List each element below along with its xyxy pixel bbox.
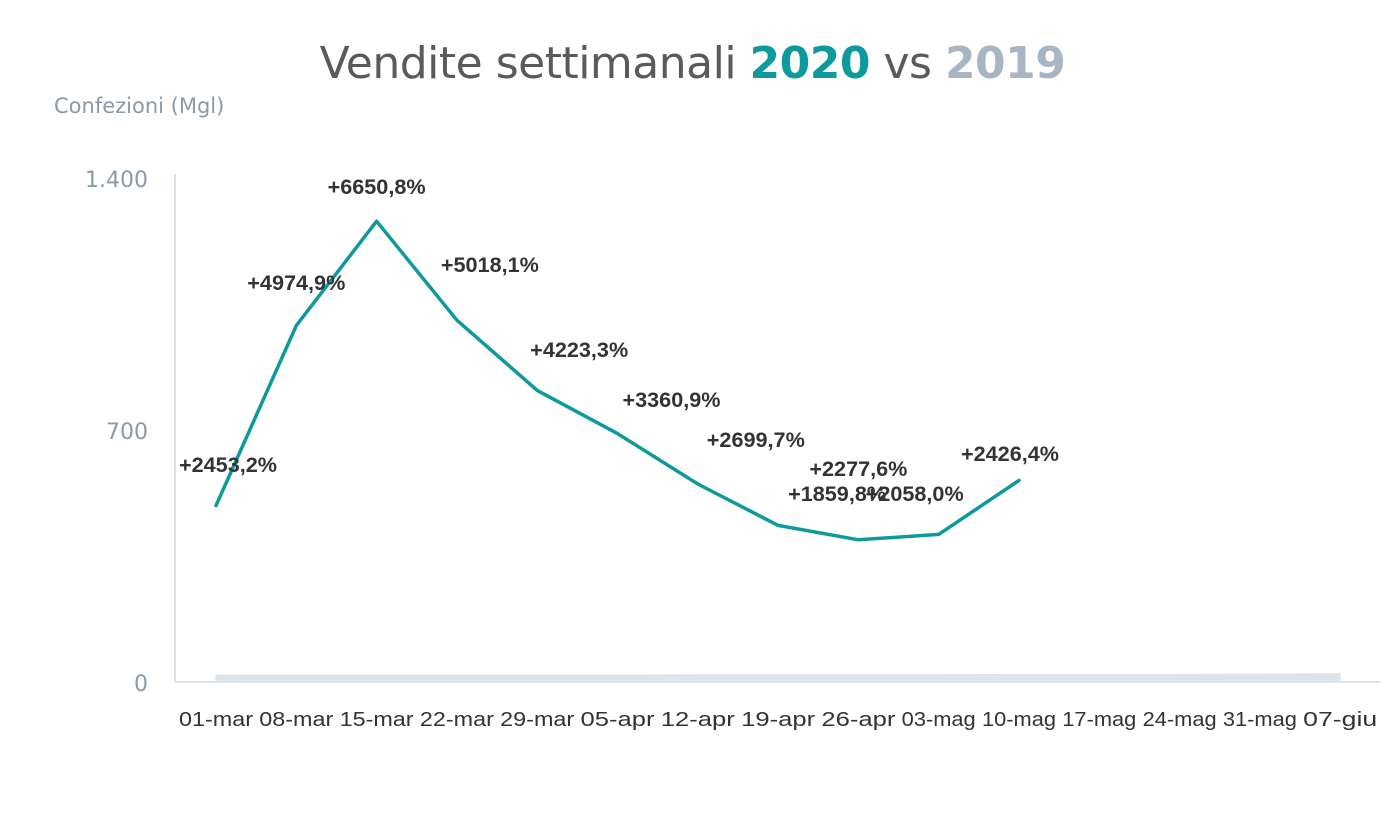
data-label: +6650,8%	[328, 176, 426, 199]
x-tick-label: 26-apr	[821, 709, 895, 731]
x-tick-label: 19-apr	[741, 709, 815, 731]
x-tick-label: 01-mar	[179, 709, 253, 731]
x-tick-label: 22-mar	[420, 709, 494, 731]
data-label: +2699,7%	[707, 429, 805, 452]
x-tick-label: 07-giu	[1303, 709, 1377, 731]
series-2020-line	[214, 219, 1021, 542]
x-tick-label: 05-apr	[581, 709, 655, 731]
title-mid: vs	[870, 38, 945, 89]
title-year-2020: 2020	[749, 38, 871, 89]
x-tick-label: 10-mag	[982, 709, 1056, 731]
series-2019-area	[215, 673, 1341, 683]
y-tick-label: 700	[106, 420, 148, 445]
data-label: +2426,4%	[961, 443, 1059, 466]
x-tick-label: 15-mar	[340, 709, 414, 731]
x-tick-label: 08-mar	[259, 709, 333, 731]
data-label: +5018,1%	[441, 254, 539, 277]
chart-title: Vendite settimanali 2020 vs 2019	[0, 38, 1385, 89]
data-label: +2453,2%	[179, 454, 277, 477]
data-label: +1859,8%	[788, 483, 886, 506]
title-year-2019: 2019	[944, 38, 1066, 89]
y-tick-label: 1.400	[85, 168, 148, 193]
x-tick-label: 24-mag	[1143, 709, 1217, 731]
data-label: +4974,9%	[247, 272, 345, 295]
y-axis-label: Confezioni (Mgl)	[54, 94, 225, 118]
data-label: +2058,0%	[866, 483, 964, 506]
title-prefix: Vendite settimanali	[319, 38, 750, 89]
x-tick-label: 31-mag	[1223, 709, 1297, 731]
x-tick-label: 03-mag	[902, 709, 976, 731]
data-label: +4223,3%	[530, 339, 628, 362]
y-tick-label: 0	[134, 672, 148, 697]
x-tick-label: 12-apr	[661, 709, 735, 731]
x-tick-label: 17-mag	[1062, 709, 1136, 731]
data-label: +3360,9%	[623, 389, 721, 412]
x-tick-label: 29-mar	[500, 709, 574, 731]
data-label: +2277,6%	[809, 458, 907, 481]
